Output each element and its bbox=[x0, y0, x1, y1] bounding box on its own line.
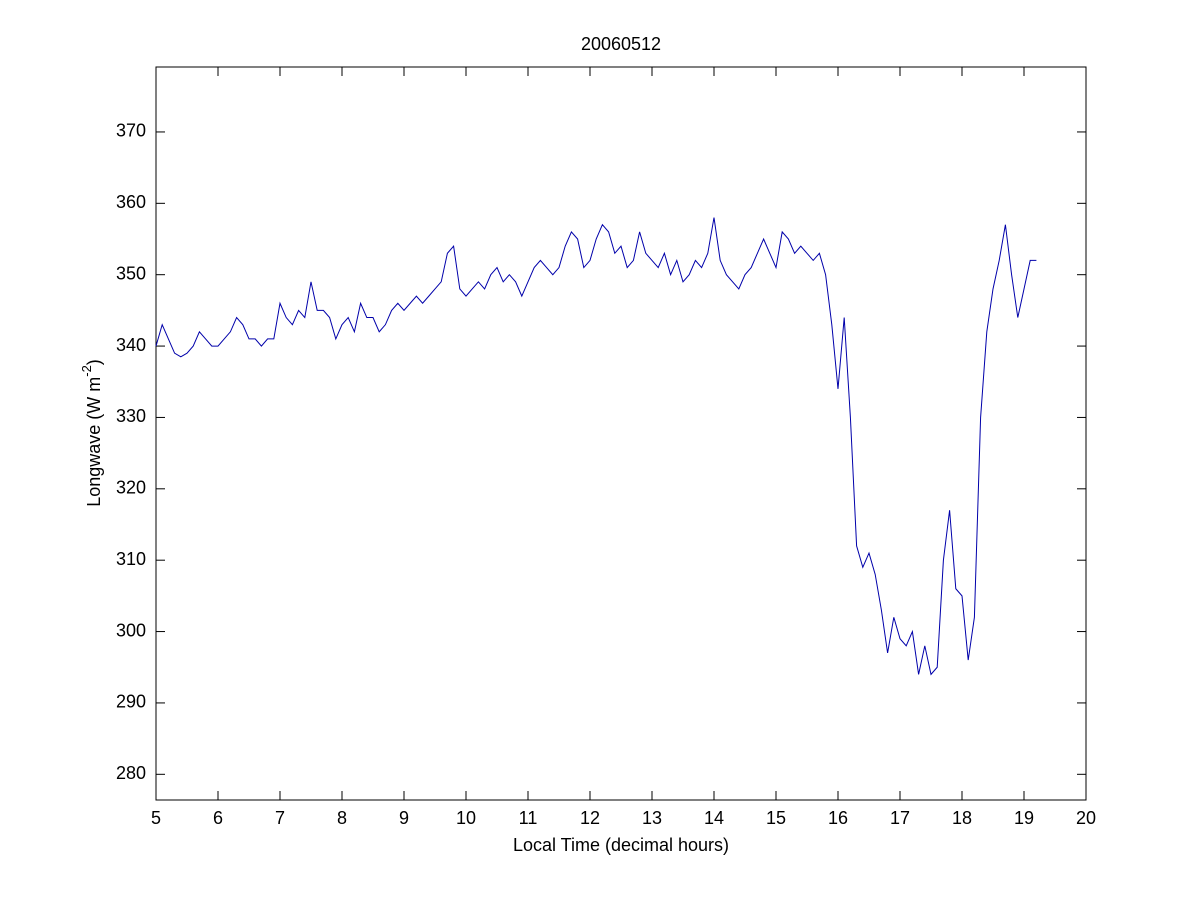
x-tick-label: 15 bbox=[766, 808, 786, 828]
x-tick-label: 5 bbox=[151, 808, 161, 828]
x-tick-label: 18 bbox=[952, 808, 972, 828]
y-label-text: Longwave (W m bbox=[84, 377, 104, 507]
x-tick-label: 10 bbox=[456, 808, 476, 828]
y-tick-label: 370 bbox=[116, 121, 146, 141]
x-tick-label: 9 bbox=[399, 808, 409, 828]
y-tick-label: 290 bbox=[116, 692, 146, 712]
y-tick-label: 300 bbox=[116, 620, 146, 640]
x-tick-label: 14 bbox=[704, 808, 724, 828]
y-tick-label: 320 bbox=[116, 478, 146, 498]
x-tick-label: 8 bbox=[337, 808, 347, 828]
data-line bbox=[155, 217, 1037, 676]
y-label-end: ) bbox=[84, 359, 104, 365]
y-tick-label: 330 bbox=[116, 406, 146, 426]
x-tick-label: 19 bbox=[1014, 808, 1034, 828]
y-tick-label: 280 bbox=[116, 763, 146, 783]
y-label-sup: -2 bbox=[79, 365, 94, 377]
x-tick-label: 6 bbox=[213, 808, 223, 828]
y-tick-label: 360 bbox=[116, 192, 146, 212]
x-tick-label: 12 bbox=[580, 808, 600, 828]
y-tick-label: 350 bbox=[116, 263, 146, 283]
x-tick-label: 16 bbox=[828, 808, 848, 828]
y-tick-label: 310 bbox=[116, 549, 146, 569]
x-tick-label: 7 bbox=[275, 808, 285, 828]
y-axis-label: Longwave (W m-2) bbox=[79, 359, 103, 507]
x-axis-label: Local Time (decimal hours) bbox=[513, 835, 729, 855]
y-tick-label: 340 bbox=[116, 335, 146, 355]
x-tick-label: 17 bbox=[890, 808, 910, 828]
chart-title: 20060512 bbox=[581, 34, 661, 54]
x-tick-label: 13 bbox=[642, 808, 662, 828]
x-tick-label: 20 bbox=[1076, 808, 1096, 828]
x-tick-label: 11 bbox=[519, 808, 538, 828]
plot-frame bbox=[155, 66, 1087, 801]
